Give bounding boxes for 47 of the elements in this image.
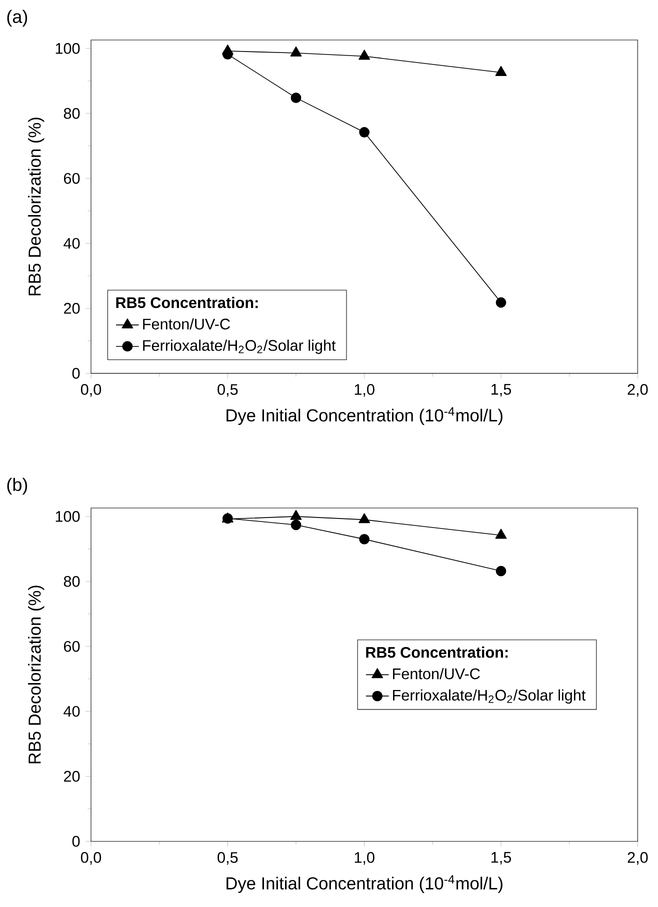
- y-tick-label: 100: [56, 43, 80, 54]
- x-tick-label: 2,0: [628, 384, 648, 397]
- y-axis-title: RB5 Decolorization (%): [28, 586, 44, 764]
- y-tick-label: 0: [72, 836, 80, 847]
- legend-label: Fenton/UV-C: [143, 318, 230, 330]
- chart-title: (b): [7, 478, 28, 495]
- x-tick-label: 1,5: [492, 384, 512, 397]
- x-axis-title: Dye Initial Concentration (10$^{-4}$mol/L): [226, 407, 502, 425]
- x-tick-label: 0,5: [218, 852, 238, 865]
- point: [495, 528, 507, 539]
- point: [358, 513, 370, 524]
- chart-title: (a): [7, 10, 28, 27]
- y-tick-label: 80: [64, 576, 80, 587]
- x-tick-label: 1,0: [354, 384, 374, 397]
- point: [290, 46, 302, 56]
- legend-title: RB5 Concentration:: [116, 296, 258, 308]
- y-tick-label: 60: [64, 172, 80, 184]
- y-tick-label: 80: [64, 108, 80, 119]
- y-tick-label: 0: [72, 368, 80, 379]
- point: [495, 66, 507, 76]
- y-tick-label: 100: [56, 511, 80, 522]
- legend-label: Ferrioxalate/H$_{2}$O$_{2}$/Solar light: [143, 340, 336, 354]
- x-tick-label: 0,0: [80, 384, 102, 397]
- y-tick-label: 20: [64, 770, 80, 782]
- point: [359, 534, 370, 544]
- x-tick-label: 0,0: [80, 852, 102, 865]
- y-tick-label: 40: [64, 706, 80, 717]
- x-tick-label: 1,5: [492, 852, 512, 865]
- x-tick-label: 1,0: [354, 852, 374, 865]
- point: [290, 510, 302, 520]
- point: [290, 520, 302, 530]
- legend-label: Ferrioxalate/H$_{2}$O$_{2}$/Solar light: [393, 689, 586, 704]
- legend-label: Fenton/UV-C: [393, 668, 480, 680]
- y-tick-label: 40: [64, 238, 80, 249]
- point: [222, 49, 233, 60]
- y-tick-label: 20: [64, 302, 80, 314]
- point: [290, 92, 302, 104]
- y-axis-title: RB5 Decolorization (%): [28, 118, 44, 296]
- point: [359, 127, 370, 138]
- point: [496, 297, 506, 308]
- x-tick-label: 2,0: [628, 852, 648, 865]
- y-tick-label: 60: [64, 640, 80, 652]
- legend-title: RB5 Concentration:: [366, 646, 508, 658]
- point: [496, 566, 506, 576]
- x-tick-label: 0,5: [218, 384, 238, 397]
- x-axis-title: Dye Initial Concentration (10$^{-4}$mol/L): [226, 875, 502, 893]
- point: [358, 50, 370, 60]
